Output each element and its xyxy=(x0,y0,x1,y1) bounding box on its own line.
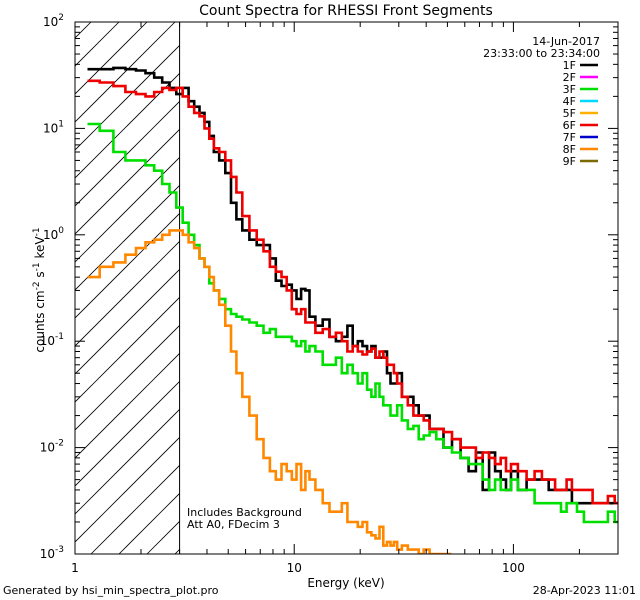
hatch-line xyxy=(75,408,180,515)
y-axis-label-sup2: -1 xyxy=(32,262,42,271)
y-axis-label: counts cm-2 s-1 keV-1 xyxy=(32,227,47,352)
hatch-line xyxy=(75,100,180,207)
x-axis-label: Energy (keV) xyxy=(307,576,384,590)
hatch-line xyxy=(75,436,180,543)
y-axis-label-end: keV xyxy=(33,236,47,263)
footer-generator: Generated by hsi_min_spectra_plot.pro xyxy=(3,584,219,597)
hatch-line xyxy=(75,128,180,235)
hatch-line xyxy=(75,22,120,67)
hatch-line xyxy=(75,72,180,179)
hatch-line xyxy=(75,22,148,95)
y-tick-label: 101 xyxy=(43,119,64,135)
legend-label-9F: 9F xyxy=(563,155,576,168)
legend-label-4F: 4F xyxy=(563,95,576,108)
y-axis-label-sup3: -1 xyxy=(32,227,42,236)
series-line-3F xyxy=(87,122,618,524)
y-axis-label-mid: s xyxy=(33,271,47,281)
footer-timestamp: 28-Apr-2023 11:01 xyxy=(532,584,636,597)
chart-title: Count Spectra for RHESSI Front Segments xyxy=(199,3,493,19)
legend-label-8F: 8F xyxy=(563,143,576,156)
legend-label-3F: 3F xyxy=(563,83,576,96)
y-tick-label: 10-3 xyxy=(40,545,64,561)
hatch-line xyxy=(0,22,35,554)
series-line-6F xyxy=(87,79,618,505)
hatch-line xyxy=(75,296,180,403)
shaded-region xyxy=(0,22,180,554)
plot-frame xyxy=(74,21,619,555)
y-tick-label: 10-1 xyxy=(40,332,64,348)
hatch-line xyxy=(75,44,180,151)
hatch-line xyxy=(75,240,180,347)
legend-label-2F: 2F xyxy=(563,71,576,84)
y-tick-label: 10-2 xyxy=(40,439,64,455)
note-attenuator: Att A0, FDecim 3 xyxy=(187,518,280,531)
hatch-line xyxy=(75,22,176,123)
series-line-1F xyxy=(87,66,618,505)
series-line-8F xyxy=(87,229,452,554)
legend-label-7F: 7F xyxy=(563,131,576,144)
x-tick-label: 1 xyxy=(71,561,79,575)
y-axis-label-sup1: -2 xyxy=(32,281,42,290)
hatch-line xyxy=(75,184,180,291)
x-tick-label: 10 xyxy=(287,561,302,575)
y-axis-label-base: counts cm xyxy=(33,290,47,352)
legend-label-1F: 1F xyxy=(563,59,576,72)
legend-label-6F: 6F xyxy=(563,119,576,132)
legend-label-5F: 5F xyxy=(563,107,576,120)
hatch-line xyxy=(0,22,7,554)
y-tick-label: 100 xyxy=(43,226,64,242)
note-background: Includes Background xyxy=(187,506,302,519)
hatch-line xyxy=(75,212,180,319)
hatch-line xyxy=(75,156,180,263)
hatch-line xyxy=(75,380,180,487)
hatch-line xyxy=(75,268,180,375)
x-tick-label: 100 xyxy=(502,561,525,575)
time-range-label: 23:33:00 to 23:34:00 xyxy=(483,47,600,60)
y-tick-label: 102 xyxy=(43,13,64,29)
date-label: 14-Jun-2017 xyxy=(532,35,600,48)
hatch-line xyxy=(75,324,180,431)
